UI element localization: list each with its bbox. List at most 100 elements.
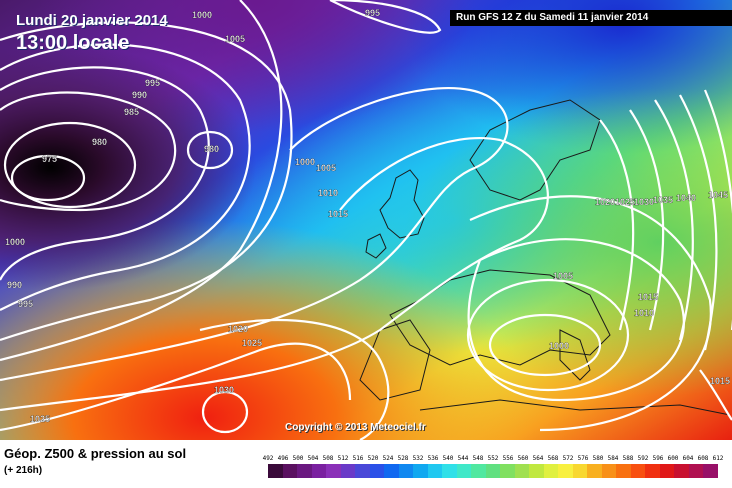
isobar-label: 1000 <box>5 237 25 247</box>
scale-label: 500 <box>292 455 304 462</box>
scale-label: 492 <box>262 455 274 462</box>
isobar-label: 1030 <box>634 197 654 207</box>
isobar-975 <box>10 154 86 202</box>
isobar-label: 995 <box>145 78 160 88</box>
scale-label: 556 <box>502 455 514 462</box>
scale-label: 540 <box>442 455 454 462</box>
isobar-1020 <box>199 318 390 440</box>
scale-label: 604 <box>682 455 694 462</box>
isobar-980-east <box>186 130 234 170</box>
isobar-1010-e <box>467 238 685 402</box>
isobar-labels: 1000 1005 995 995 990 985 980 975 980 10… <box>5 8 730 424</box>
scale-label: 608 <box>697 455 709 462</box>
scale-label: 496 <box>277 455 289 462</box>
scale-label: 568 <box>547 455 559 462</box>
scale-label: 600 <box>667 455 679 462</box>
scale-swatch <box>543 464 559 478</box>
isobar-label: 1015 <box>328 209 348 219</box>
scale-label: 536 <box>427 455 439 462</box>
isobar-label: 980 <box>204 144 219 154</box>
scale-swatch <box>587 464 602 478</box>
isobar-1005 <box>0 0 283 362</box>
isobar-label: 990 <box>7 280 22 290</box>
isobar-1030-ne <box>654 99 694 341</box>
scale-swatch <box>355 464 370 478</box>
scale-swatch <box>369 464 385 478</box>
scale-swatch <box>268 464 283 478</box>
isobar-1025-ne <box>629 109 665 331</box>
isobar-label: 995 <box>18 299 33 309</box>
scale-swatch <box>297 464 312 478</box>
run-info: Run GFS 12 Z du Samedi 11 janvier 2014 <box>450 10 732 26</box>
scale-swatch <box>659 464 675 478</box>
isobar-990 <box>0 66 210 281</box>
scale-swatch <box>427 464 443 478</box>
isobar-label: 980 <box>92 137 107 147</box>
isobar-1020-ne <box>599 119 635 331</box>
scale-swatch <box>282 464 298 478</box>
coastlines <box>359 99 731 416</box>
scale-swatch <box>340 464 356 478</box>
scale-swatch <box>645 464 660 478</box>
scale-label: 508 <box>322 455 334 462</box>
scale-swatch <box>558 464 573 478</box>
scale-label: 532 <box>412 455 424 462</box>
isobar-label: 1005 <box>553 271 573 281</box>
scale-swatch <box>514 464 530 478</box>
isobar-label: 985 <box>124 107 139 117</box>
copyright-text: Copyright © 2013 Meteociel.fr <box>285 422 426 433</box>
scale-swatch <box>674 464 689 478</box>
scale-label: 504 <box>307 455 319 462</box>
scale-swatch <box>601 464 617 478</box>
scale-swatch <box>500 464 515 478</box>
color-scale-labels: 492 496 500 504 508 512 516 520 524 528 532 536 540 5… <box>263 455 724 463</box>
isobar-label: 975 <box>42 154 57 164</box>
scale-swatch <box>413 464 428 478</box>
scale-label: 548 <box>472 455 484 462</box>
isobar-label: 1025 <box>615 197 635 207</box>
scale-label: 588 <box>622 455 634 462</box>
scale-swatch <box>326 464 341 478</box>
isobar-1040-ne <box>703 89 732 330</box>
scale-swatch <box>311 464 327 478</box>
isobar-label: 1005 <box>316 163 336 173</box>
isobar-1015 <box>0 137 549 412</box>
scale-swatch <box>471 464 486 478</box>
scale-swatch <box>572 464 588 478</box>
isobar-1010 <box>0 86 509 382</box>
isobar-label: 1005 <box>225 34 245 44</box>
scale-swatch <box>630 464 646 478</box>
isobar-label: 1015 <box>638 292 658 302</box>
isobar-label: 1030 <box>214 385 234 395</box>
isobar-1015-se <box>699 369 732 421</box>
scale-swatch <box>688 464 704 478</box>
scale-label: 580 <box>592 455 604 462</box>
isobar-label: 995 <box>365 8 380 18</box>
isobar-1035-ne <box>679 94 718 351</box>
scale-label: 596 <box>652 455 664 462</box>
isobar-1000 <box>0 21 293 342</box>
isobar-995 <box>0 43 251 311</box>
isobar-label: 1035 <box>653 195 673 205</box>
isobar-label: 1025 <box>30 414 50 424</box>
isobar-1000-med <box>488 313 602 377</box>
isobar-label: 1020 <box>228 324 248 334</box>
isobar-label: 1015 <box>710 376 730 386</box>
scale-swatch <box>703 464 718 478</box>
isobar-985 <box>0 91 177 212</box>
isobar-1005-med <box>466 278 630 392</box>
scale-label: 524 <box>382 455 394 462</box>
scale-swatch <box>442 464 457 478</box>
scale-swatch <box>398 464 414 478</box>
scale-swatch <box>485 464 501 478</box>
weather-map: 1000 1005 995 995 990 985 980 975 980 10… <box>0 0 732 440</box>
isobar-label: 1010 <box>634 308 654 318</box>
scale-label: 552 <box>487 455 499 462</box>
isobar-label: 1025 <box>242 338 262 348</box>
isobars <box>0 0 732 440</box>
scale-label: 584 <box>607 455 619 462</box>
isobar-label: 1000 <box>192 10 212 20</box>
scale-label: 564 <box>532 455 544 462</box>
scale-swatch <box>529 464 544 478</box>
scale-swatch <box>456 464 472 478</box>
